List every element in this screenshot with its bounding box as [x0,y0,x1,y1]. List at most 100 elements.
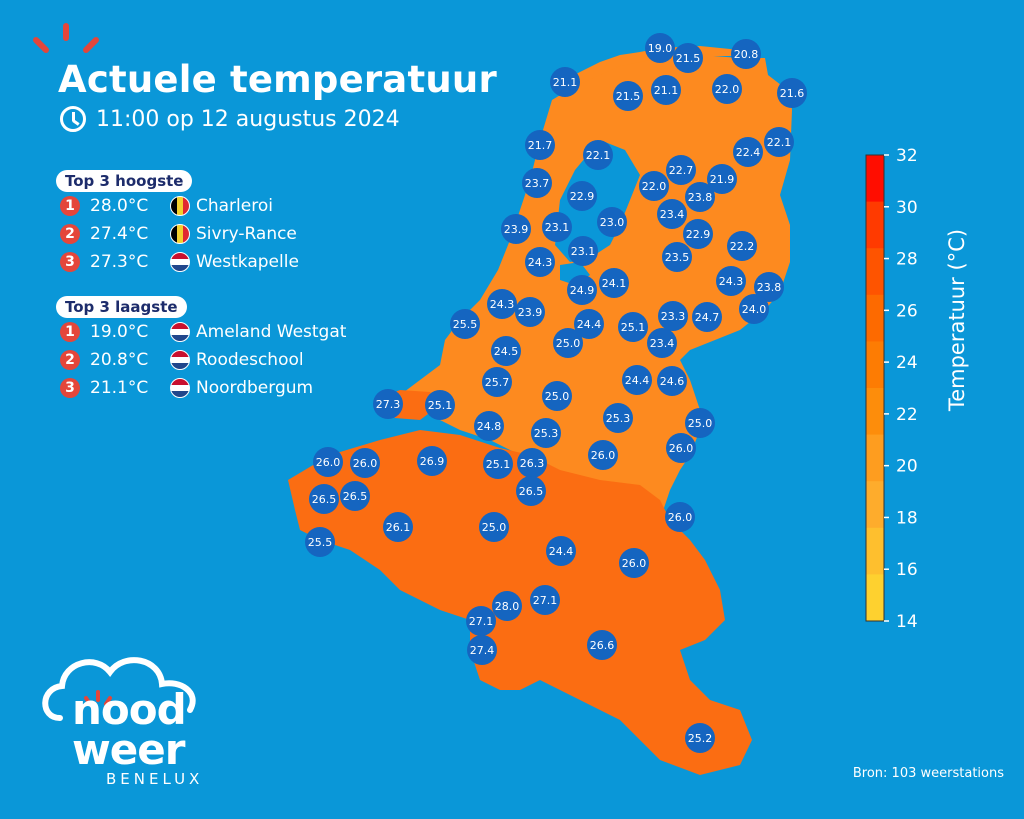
colorbar-tick-label: 16 [896,560,918,580]
station-value: 24.4 [549,545,574,558]
station-marker: 24.4 [574,309,604,339]
station-marker: 21.1 [651,75,681,105]
station-circle [525,247,555,277]
station-marker: 24.7 [692,302,722,332]
station-value: 27.1 [469,615,494,628]
station-value: 24.5 [494,345,519,358]
station-circle [483,449,513,479]
station-circle [417,446,447,476]
station-circle [373,389,403,419]
netherlands-flag-icon [170,322,190,342]
station-circle [707,164,737,194]
rank-station: Westkapelle [196,252,299,272]
colorbar-tick-label: 32 [896,146,918,166]
station-value: 24.3 [528,256,553,269]
station-marker: 26.0 [619,548,649,578]
station-circle [733,137,763,167]
clock-icon [60,106,86,132]
station-marker: 27.3 [373,389,403,419]
station-marker: 21.6 [777,78,807,108]
station-circle [516,476,546,506]
station-circle [482,367,512,397]
sunburst-icon [33,23,99,53]
station-marker: 26.5 [309,484,339,514]
station-circle [619,548,649,578]
station-marker: 22.2 [727,231,757,261]
station-marker: 24.8 [474,411,504,441]
rank-badge: 3 [60,252,80,272]
cloud-logo-icon [42,657,196,721]
rank-badge: 3 [60,378,80,398]
station-marker: 25.0 [553,328,583,358]
station-circle [622,365,652,395]
colorbar-tick-label: 28 [896,250,918,270]
station-circle [658,301,688,331]
station-value: 21.9 [710,173,735,186]
station-marker: 25.3 [531,418,561,448]
station-circle [450,309,480,339]
station-value: 25.3 [534,427,559,440]
station-value: 23.9 [504,223,529,236]
station-circle [662,242,692,272]
station-circle [685,723,715,753]
ranking-row: 1 28.0°C Charleroi [60,194,273,218]
station-value: 22.1 [586,149,611,162]
rank-temperature: 28.0°C [90,196,149,216]
station-circle [522,168,552,198]
station-value: 22.4 [736,146,761,159]
station-value: 22.0 [715,83,740,96]
station-marker: 26.0 [665,502,695,532]
station-value: 23.7 [525,177,550,190]
station-marker: 26.0 [313,447,343,477]
station-circle [546,536,576,566]
station-value: 24.4 [577,318,602,331]
station-value: 24.6 [660,375,685,388]
station-value: 19.0 [648,42,673,55]
station-circle [517,448,547,478]
station-marker: 25.5 [305,527,335,557]
station-value: 22.0 [642,180,667,193]
station-circle [340,481,370,511]
station-circle [466,606,496,636]
station-value: 23.8 [757,281,782,294]
station-value: 23.1 [545,221,570,234]
station-circle [645,33,675,63]
station-circle [618,312,648,342]
station-marker: 23.7 [522,168,552,198]
station-marker: 25.1 [618,312,648,342]
station-value: 23.1 [571,245,596,258]
station-circle [754,272,784,302]
station-marker: 21.5 [613,81,643,111]
station-circle [487,289,517,319]
station-circle [525,130,555,160]
station-value: 21.6 [780,87,805,100]
station-marker: 24.3 [487,289,517,319]
station-value: 26.0 [622,557,647,570]
station-circle [567,275,597,305]
rank-station: Sivry-Rance [196,224,297,244]
colorbar-segment [866,388,884,436]
station-marker: 26.9 [417,446,447,476]
station-circle [685,182,715,212]
station-value: 25.0 [556,337,581,350]
netherlands-flag-icon [170,350,190,370]
station-circle [568,236,598,266]
station-circle [716,266,746,296]
timestamp: 11:00 op 12 augustus 2024 [60,106,400,132]
rank-badge: 2 [60,224,80,244]
station-value: 23.9 [518,306,543,319]
belgium-flag-icon [170,224,190,244]
colorbar-tick-label: 20 [896,457,918,477]
station-value: 28.0 [495,600,520,613]
station-circle [305,527,335,557]
colorbar: 32 30 28 26 24 22 20 18 16 14 [865,146,918,632]
station-value: 26.0 [353,457,378,470]
rank-temperature: 19.0°C [90,322,149,342]
timestamp-text: 11:00 op 12 augustus 2024 [96,106,400,132]
station-circle [603,403,633,433]
station-marker: 27.1 [530,585,560,615]
station-value: 26.5 [343,490,368,503]
station-value: 24.0 [742,303,767,316]
station-circle [567,181,597,211]
station-value: 24.3 [490,298,515,311]
